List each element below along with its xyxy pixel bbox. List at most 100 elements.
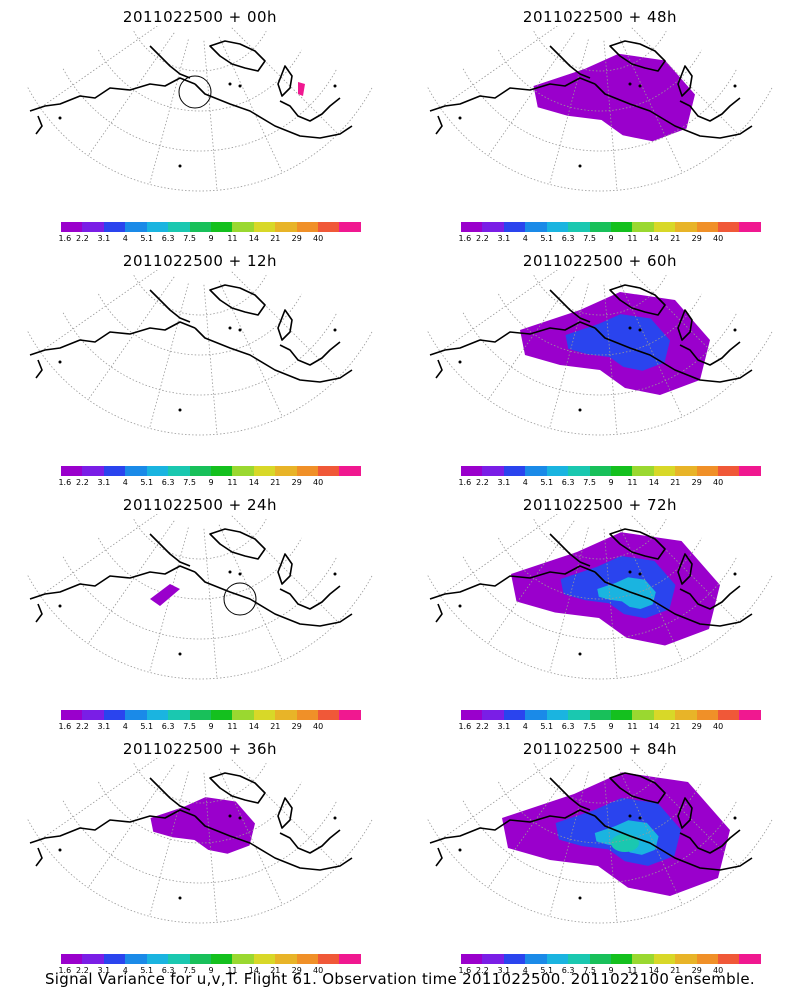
- island-marker: [458, 116, 462, 120]
- colorbar-tick-label: 5.1: [140, 966, 154, 975]
- panel-title: 2011022500 + 48h: [522, 8, 678, 26]
- colorbar-tick-label: 21: [670, 722, 681, 731]
- coastline-path: [29, 77, 196, 112]
- coastline-path: [194, 327, 353, 383]
- coastline-path: [609, 284, 666, 316]
- colorbar-swatch: [232, 954, 254, 964]
- colorbar-tick-label: 4: [522, 234, 528, 243]
- colorbar-tick-label: 7.5: [583, 478, 596, 487]
- latitude-circle: [462, 312, 738, 396]
- projection-grid: [427, 514, 773, 680]
- colorbar-tick-label: 4: [522, 478, 528, 487]
- meridian-line: [549, 39, 589, 185]
- latitude-circle: [133, 275, 267, 316]
- colorbar-tick-label: 1.6: [58, 722, 72, 731]
- colorbar-swatch: [653, 954, 676, 964]
- observation-circle: [223, 582, 257, 616]
- polar-map: [27, 758, 373, 924]
- colorbar-tick-label: 6.3: [161, 234, 175, 243]
- colorbar-swatch: [632, 466, 654, 476]
- meridian-line: [203, 772, 218, 923]
- colorbar-swatch: [61, 954, 83, 964]
- colorbar-tick-label: 40: [713, 234, 724, 243]
- map-panel: 2011022500 + 48h 1.6 2.2 3.1 4 5.1 6.3 7.5 9 11 14…: [400, 0, 800, 245]
- latitude-circle: [498, 49, 702, 112]
- latitude-circle: [533, 763, 667, 804]
- colorbar-swatch: [253, 710, 276, 720]
- island-marker: [638, 816, 642, 820]
- colorbar-swatch: [653, 710, 676, 720]
- meridian-line: [440, 758, 558, 841]
- coastline-path: [435, 847, 443, 867]
- island-marker: [58, 604, 62, 608]
- coastline-path: [429, 321, 596, 356]
- colorbar-swatch: [610, 710, 633, 720]
- coastline-path: [149, 777, 191, 811]
- coastline-path: [35, 359, 43, 379]
- colorbar-tick-label: 7.5: [183, 966, 196, 975]
- latitude-circle: [27, 575, 373, 680]
- colorbar-swatch: [632, 710, 654, 720]
- colorbar-swatch: [675, 954, 697, 964]
- colorbar-swatch: [61, 222, 83, 232]
- colorbar-tick-label: 14: [648, 478, 659, 487]
- colorbar-tick-label: 2.2: [476, 478, 489, 487]
- map-panel: 2011022500 + 72h 1.6 2.2 3.1 4 5.1 6.3 7.5 9 11 14…: [400, 488, 800, 733]
- colorbar-tick-label: 14: [248, 722, 259, 731]
- coastline-path: [435, 359, 443, 379]
- colorbar-tick-label: 3.1: [97, 234, 111, 243]
- colorbar-swatch: [675, 222, 697, 232]
- meridian-line: [603, 40, 618, 191]
- colorbar-tick-label: 9: [608, 722, 614, 731]
- observation-circle: [178, 75, 212, 109]
- island-marker: [238, 572, 242, 576]
- colorbar-swatch: [675, 466, 697, 476]
- polar-map: [427, 758, 773, 924]
- colorbar-swatch: [589, 954, 611, 964]
- meridian-line: [231, 27, 339, 135]
- colorbar-swatch: [718, 954, 740, 964]
- island-marker: [578, 896, 582, 900]
- colorbar-tick-label: 29: [291, 478, 302, 487]
- colorbar-tick-label: 6.3: [161, 966, 175, 975]
- projection-grid: [27, 26, 373, 192]
- coastline-path: [35, 115, 43, 135]
- colorbar-tick-label: 11: [627, 722, 638, 731]
- colorbar-swatch: [125, 466, 147, 476]
- map-panel: 2011022500 + 24h 1.6 2.2 3.1 4 5.1 6.3 7.5 9 11 14…: [0, 488, 400, 733]
- colorbar-tick-label: 29: [691, 966, 702, 975]
- latitude-circle: [462, 556, 738, 640]
- coastline-path: [679, 585, 741, 610]
- coastline-path: [594, 571, 753, 627]
- colorbar-swatch: [318, 710, 340, 720]
- variance-region-peak: [611, 834, 639, 852]
- island-marker: [578, 652, 582, 656]
- colorbar-tick-label: 11: [227, 478, 238, 487]
- colorbar: [61, 954, 361, 964]
- colorbar-tick-label: 40: [313, 234, 324, 243]
- colorbar-swatch: [632, 222, 654, 232]
- colorbar-tick-label: 14: [648, 966, 659, 975]
- colorbar-tick-label: 7.5: [183, 234, 196, 243]
- colorbar-tick-label: 5.1: [540, 966, 554, 975]
- colorbar-swatch: [461, 954, 483, 964]
- colorbar-swatch: [189, 954, 211, 964]
- colorbar-swatch: [82, 222, 104, 232]
- colorbar-swatch: [525, 710, 547, 720]
- colorbar-swatch: [61, 710, 83, 720]
- colorbar-swatch: [168, 710, 190, 720]
- island-marker: [333, 84, 337, 88]
- island-marker: [733, 84, 737, 88]
- meridian-line: [203, 40, 218, 191]
- colorbar-tick-label: 5.1: [140, 478, 154, 487]
- colorbar-swatch: [739, 954, 761, 964]
- meridian-line: [549, 527, 589, 673]
- colorbar-swatch: [653, 466, 676, 476]
- colorbar-tick-label: 6.3: [161, 478, 175, 487]
- colorbar-swatch: [482, 466, 504, 476]
- colorbar-tick-label: 4: [122, 234, 128, 243]
- island-marker: [733, 572, 737, 576]
- coastline-path: [209, 772, 266, 804]
- coastline-path: [549, 777, 591, 811]
- coastline-path: [594, 327, 753, 383]
